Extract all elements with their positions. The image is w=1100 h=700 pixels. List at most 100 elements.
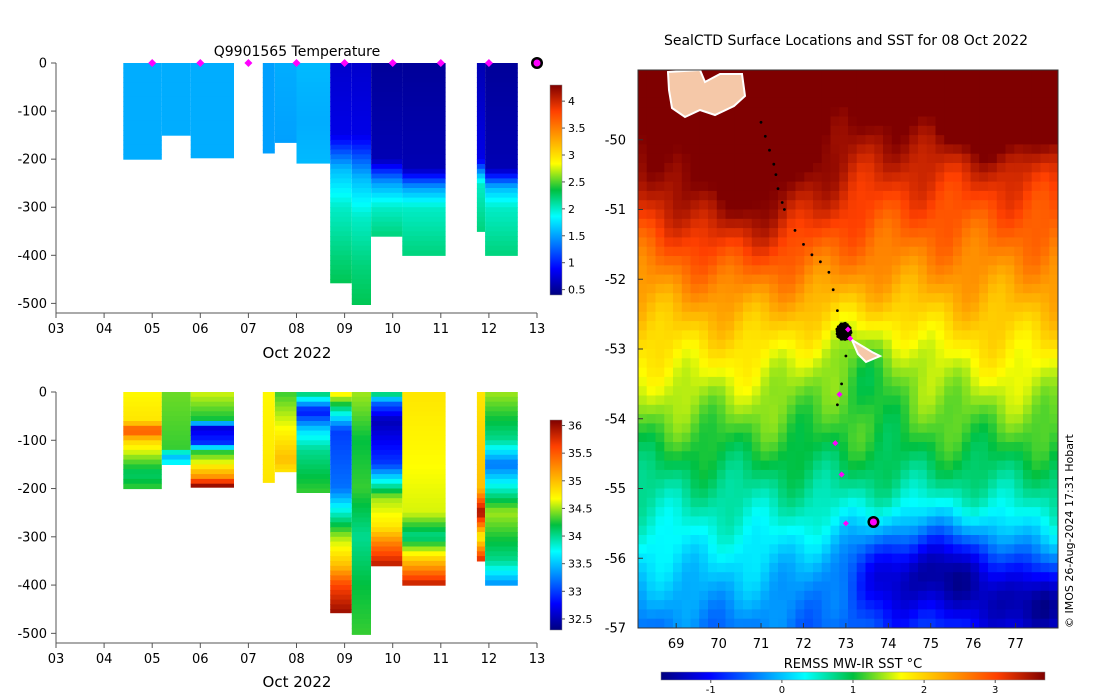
profile-cell bbox=[351, 212, 371, 218]
profile-cell bbox=[476, 221, 486, 228]
sst-cell bbox=[760, 321, 770, 331]
sst-cell bbox=[830, 237, 840, 248]
sst-cell bbox=[751, 609, 762, 620]
sst-cell bbox=[883, 349, 893, 359]
sst-cell bbox=[961, 442, 972, 452]
sst-cell bbox=[638, 525, 648, 536]
profile-cell bbox=[161, 392, 191, 398]
sst-cell bbox=[751, 200, 762, 211]
profile-cell bbox=[330, 159, 352, 165]
sst-cell bbox=[900, 190, 910, 201]
sst-cell bbox=[664, 274, 674, 285]
sst-cell bbox=[1005, 507, 1015, 517]
sst-cell bbox=[751, 228, 762, 238]
profile-cell bbox=[476, 541, 486, 547]
sst-cell bbox=[996, 200, 1007, 211]
track-point bbox=[810, 253, 814, 257]
sst-cell bbox=[673, 479, 683, 490]
sst-cell bbox=[646, 200, 656, 211]
sst-cell bbox=[944, 135, 954, 145]
sst-cell bbox=[970, 460, 980, 471]
sst-cell bbox=[865, 190, 875, 201]
sst-cell bbox=[1040, 107, 1050, 118]
sst-cell bbox=[681, 209, 692, 220]
profile-cell bbox=[402, 154, 446, 160]
sst-cell bbox=[848, 414, 858, 424]
sst-cell bbox=[638, 442, 648, 452]
profile-cell bbox=[330, 96, 352, 103]
sst-cell bbox=[638, 609, 648, 620]
sst-cell bbox=[891, 349, 902, 359]
sst-cell bbox=[961, 339, 972, 350]
sst-cell bbox=[821, 442, 831, 452]
sst-cell bbox=[638, 283, 648, 294]
sst-cell bbox=[813, 339, 823, 350]
profile-cell bbox=[123, 474, 162, 480]
sst-cell bbox=[1005, 181, 1015, 192]
sst-cell bbox=[865, 600, 875, 610]
sst-cell bbox=[734, 367, 744, 378]
sst-cell bbox=[900, 386, 910, 397]
sst-cell bbox=[1040, 274, 1050, 285]
sst-cell bbox=[734, 404, 744, 415]
sst-cell bbox=[839, 451, 849, 462]
profile-cell bbox=[274, 464, 297, 470]
sst-cell bbox=[1040, 479, 1050, 490]
sst-cell bbox=[1014, 79, 1024, 90]
profile-cell bbox=[476, 139, 486, 146]
profile-cell bbox=[296, 401, 331, 408]
sst-cell bbox=[848, 228, 858, 238]
sst-cell bbox=[804, 553, 814, 564]
sst-cell bbox=[1040, 283, 1050, 294]
sst-cell bbox=[961, 125, 972, 136]
profile-cell bbox=[190, 63, 234, 69]
sst-cell bbox=[760, 460, 770, 471]
profile-cell bbox=[371, 483, 403, 490]
sst-cell bbox=[769, 600, 779, 610]
sst-cell bbox=[813, 330, 823, 341]
profile-cell bbox=[476, 101, 486, 107]
profile-cell bbox=[330, 459, 352, 465]
profile-cell bbox=[402, 498, 446, 504]
sst-cell bbox=[830, 423, 840, 434]
sst-cell bbox=[1040, 116, 1050, 127]
sst-cell bbox=[900, 293, 910, 304]
sst-cell bbox=[673, 376, 683, 387]
profile-cell bbox=[190, 77, 234, 83]
sst-cell bbox=[1005, 228, 1015, 238]
profile-cell bbox=[351, 532, 371, 538]
sst-cell bbox=[821, 97, 831, 108]
sst-cell bbox=[804, 79, 814, 90]
sst-cell bbox=[813, 256, 823, 266]
profile-cell bbox=[190, 149, 234, 155]
profile-cell bbox=[371, 178, 403, 184]
sst-cell bbox=[795, 618, 805, 628]
sst-cell bbox=[664, 311, 674, 322]
sst-cell bbox=[839, 442, 849, 452]
sst-cell bbox=[760, 535, 770, 545]
sst-cell bbox=[944, 228, 954, 238]
sst-cell bbox=[1014, 330, 1024, 341]
sst-cell bbox=[1031, 339, 1041, 350]
sst-cell bbox=[935, 218, 945, 229]
sst-cell bbox=[778, 367, 788, 378]
sst-cell bbox=[874, 572, 884, 583]
profile-cell bbox=[330, 125, 352, 131]
sst-cell bbox=[918, 618, 928, 628]
sst-cell bbox=[874, 395, 884, 406]
sst-cell bbox=[1049, 488, 1058, 499]
sst-cell bbox=[778, 135, 788, 145]
sst-cell bbox=[1040, 488, 1050, 499]
sst-cell bbox=[725, 256, 735, 266]
sst-cell bbox=[743, 479, 753, 490]
sst-cell bbox=[988, 172, 998, 183]
sst-cell bbox=[813, 237, 823, 248]
profile-cell bbox=[296, 396, 331, 403]
sst-cell bbox=[655, 386, 665, 397]
sst-cell bbox=[856, 386, 866, 397]
profile-cell bbox=[161, 115, 191, 122]
sst-cell bbox=[883, 488, 893, 499]
sst-cell bbox=[988, 274, 998, 285]
sst-cell bbox=[988, 600, 998, 610]
profile-cell bbox=[476, 421, 486, 427]
